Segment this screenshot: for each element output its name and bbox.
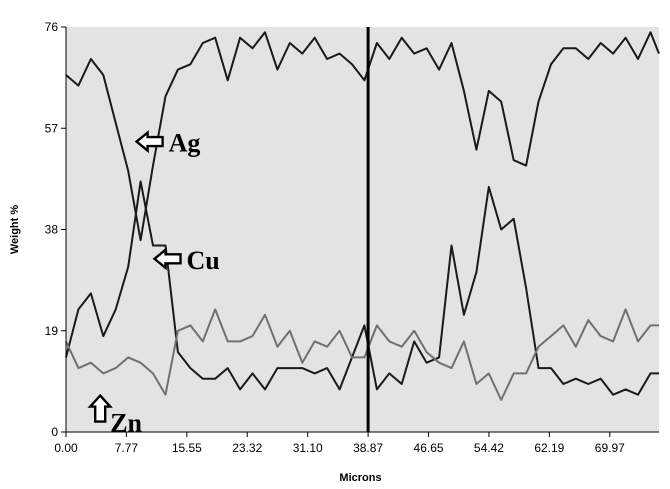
x-tick-label: 23.32 [232, 441, 262, 455]
y-axis-title: Weight % [9, 205, 21, 255]
y-tick-label: 19 [45, 324, 59, 338]
series-line-cu [65, 180, 659, 396]
ag-arrow-icon [134, 130, 164, 154]
y-tick-label: 57 [45, 121, 59, 135]
ag-series-label: Ag [169, 129, 201, 158]
x-tick-label: 31.10 [293, 441, 323, 455]
x-axis-title: Microns [339, 472, 381, 484]
x-tick-label: 0.00 [54, 441, 78, 455]
x-tick-label: 46.65 [414, 441, 444, 455]
y-tick-label: 38 [45, 223, 59, 237]
cu-series-label: Cu [187, 246, 220, 275]
series-line-zn [65, 308, 659, 401]
axes-layer: 0 19 38 57 76 0.00 7.77 15.55 23.32 31.10 38.87 46.… [45, 20, 659, 455]
x-tick-label: 62.19 [534, 441, 564, 455]
x-tick-label: 38.87 [353, 441, 383, 455]
y-tick-label: 0 [51, 425, 58, 439]
x-tick-label: 69.97 [595, 441, 625, 455]
annotation-layer: Ag Cu Zn [87, 129, 220, 438]
series-line-ag [65, 31, 660, 242]
x-tick-label: 15.55 [172, 441, 202, 455]
y-tick-label: 76 [45, 20, 59, 34]
series-layer [65, 31, 660, 401]
plot-area [66, 27, 659, 432]
x-tick-label: 7.77 [115, 441, 139, 455]
zn-series-label: Zn [110, 409, 142, 438]
cu-arrow-icon [152, 247, 182, 271]
zn-arrow-icon [87, 393, 113, 423]
x-tick-label: 54.42 [474, 441, 504, 455]
